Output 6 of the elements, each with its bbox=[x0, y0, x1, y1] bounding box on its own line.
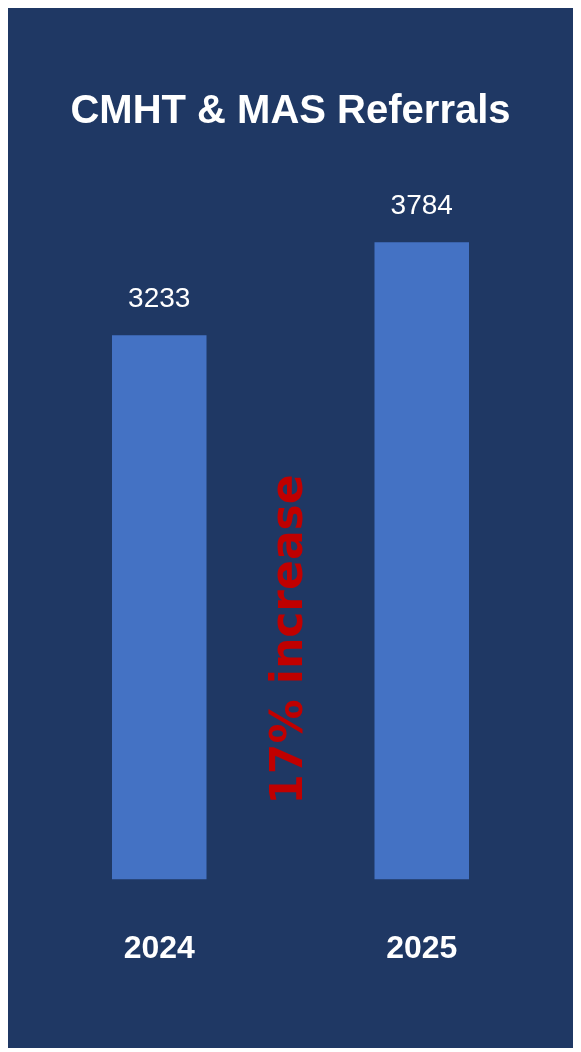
data-label: 3233 bbox=[128, 281, 191, 313]
annotation: 17% increase bbox=[260, 474, 312, 805]
x-tick-label: 2024 bbox=[123, 928, 196, 965]
chart-title: CMHT & MAS Referrals bbox=[70, 87, 511, 132]
data-label: 3784 bbox=[390, 189, 453, 221]
x-tick-label: 2025 bbox=[386, 928, 458, 965]
